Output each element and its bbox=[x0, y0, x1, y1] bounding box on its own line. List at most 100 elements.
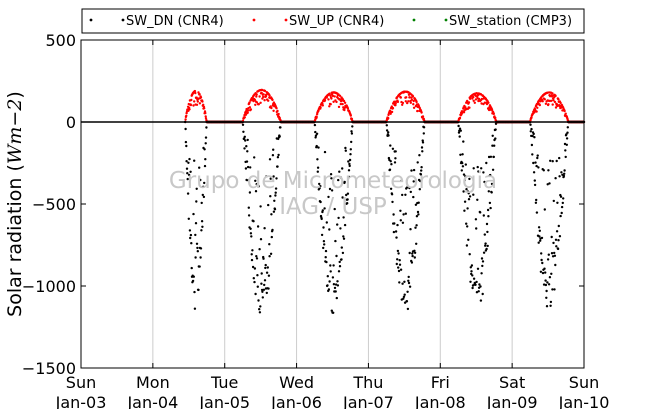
sw-dn-point bbox=[466, 207, 469, 210]
sw-dn-point bbox=[185, 144, 188, 148]
sw-up-point bbox=[487, 101, 490, 105]
sw-dn-point bbox=[563, 169, 566, 172]
sw-dn-point bbox=[532, 161, 535, 165]
sw-dn-point bbox=[321, 209, 324, 212]
sw-dn-point bbox=[406, 290, 409, 293]
sw-up-point bbox=[262, 95, 265, 99]
sw-dn-point bbox=[468, 177, 471, 181]
sw-dn-point bbox=[341, 196, 344, 199]
sw-up-point bbox=[260, 88, 264, 92]
sw-dn-point bbox=[553, 254, 557, 257]
legend-item: SW_DN (CNR4) bbox=[89, 14, 224, 29]
sw-dn-point bbox=[537, 241, 540, 244]
sw-up-point bbox=[248, 101, 251, 104]
sw-dn-point bbox=[248, 191, 252, 194]
sw-dn-point bbox=[334, 290, 337, 293]
sw-dn-point bbox=[534, 161, 537, 164]
sw-dn-point bbox=[533, 136, 536, 139]
sw-up-point bbox=[472, 95, 475, 99]
sw-dn-point bbox=[391, 147, 395, 150]
vertical-grid-lines bbox=[152, 40, 513, 368]
sw-dn-point bbox=[489, 173, 492, 177]
sw-dn-point bbox=[406, 307, 410, 311]
sw-dn-point bbox=[531, 134, 534, 138]
sw-dn-point bbox=[340, 258, 343, 261]
sw-dn-point bbox=[195, 200, 198, 203]
sw-up-point bbox=[474, 98, 478, 101]
x-axis-ticks: SunJan-03MonJan-04TueJan-05WedJan-06ThuJ… bbox=[55, 40, 609, 409]
sw-dn-point bbox=[402, 297, 405, 300]
sw-dn-point bbox=[340, 246, 343, 249]
legend-box bbox=[81, 8, 585, 34]
sw-dn-point bbox=[242, 130, 245, 133]
sw-dn-point bbox=[486, 244, 489, 248]
sw-dn-point bbox=[394, 150, 397, 153]
sw-dn-point bbox=[535, 211, 539, 214]
sw-dn-point bbox=[395, 262, 398, 266]
sw-dn-point bbox=[255, 257, 259, 260]
sw-up-point bbox=[396, 100, 400, 104]
sw-dn-point bbox=[548, 182, 551, 185]
sw-up-point bbox=[405, 96, 408, 99]
sw-dn-point bbox=[278, 135, 281, 138]
sw-dn-point bbox=[194, 222, 198, 225]
sw-dn-point bbox=[418, 154, 421, 157]
sw-up-point bbox=[335, 100, 338, 104]
sw-dn-point bbox=[349, 153, 352, 156]
sw-up-point bbox=[406, 101, 409, 105]
sw-dn-point bbox=[531, 153, 534, 156]
sw-dn-point bbox=[412, 168, 416, 172]
sw-dn-point bbox=[195, 242, 199, 245]
sw-dn-point bbox=[405, 300, 409, 303]
sw-dn-point bbox=[469, 266, 472, 269]
sw-dn-point bbox=[490, 191, 493, 194]
sw-up-point bbox=[551, 92, 554, 95]
sw-dn-point bbox=[327, 288, 331, 291]
legend-marker bbox=[121, 18, 125, 22]
x-tick-day-label: Fri bbox=[431, 373, 450, 392]
sw-dn-point bbox=[335, 296, 338, 300]
sw-up-point bbox=[197, 91, 200, 94]
sw-dn-point bbox=[484, 244, 487, 247]
sw-up-point bbox=[494, 116, 497, 120]
sw-up-point bbox=[550, 99, 553, 103]
sw-dn-point bbox=[258, 311, 262, 314]
sw-up-point bbox=[260, 91, 263, 95]
sw-dn-point bbox=[333, 286, 337, 290]
sw-dn-point bbox=[258, 308, 261, 311]
sw-dn-point bbox=[323, 207, 326, 210]
sw-dn-point bbox=[417, 201, 420, 204]
sw-dn-point bbox=[267, 203, 270, 207]
sw-dn-point bbox=[494, 128, 497, 131]
sw-dn-point bbox=[200, 229, 203, 232]
y-tick-label: 500 bbox=[45, 31, 76, 50]
sw-dn-point bbox=[487, 215, 490, 218]
sw-dn-point bbox=[189, 236, 192, 240]
x-tick-date-label: Jan-08 bbox=[414, 393, 466, 409]
sw-dn-point bbox=[261, 296, 264, 299]
sw-dn-point bbox=[264, 263, 267, 267]
sw-dn-point bbox=[547, 169, 550, 172]
sw-dn-point bbox=[543, 267, 546, 270]
sw-up-point bbox=[554, 106, 558, 109]
sw-dn-point bbox=[188, 229, 192, 232]
sw-dn-point bbox=[318, 187, 321, 190]
sw-dn-point bbox=[422, 126, 426, 129]
sw-dn-point bbox=[251, 249, 254, 252]
sw-dn-point bbox=[491, 144, 494, 147]
sw-dn-point bbox=[554, 177, 557, 180]
sw-dn-point bbox=[203, 164, 207, 168]
sw-up-point bbox=[193, 100, 196, 103]
sw-dn-point bbox=[326, 284, 329, 287]
sw-dn-point bbox=[392, 213, 395, 216]
sw-dn-point bbox=[313, 123, 317, 127]
sw-dn-point bbox=[245, 145, 248, 148]
sw-dn-point bbox=[194, 256, 197, 259]
sw-dn-point bbox=[257, 299, 260, 302]
sw-dn-point bbox=[265, 271, 269, 274]
sw-up-point bbox=[541, 100, 544, 103]
sw-dn-point bbox=[204, 142, 207, 145]
sw-dn-point bbox=[342, 216, 345, 219]
sw-dn-point bbox=[559, 214, 562, 218]
sw-dn-point bbox=[561, 201, 564, 205]
